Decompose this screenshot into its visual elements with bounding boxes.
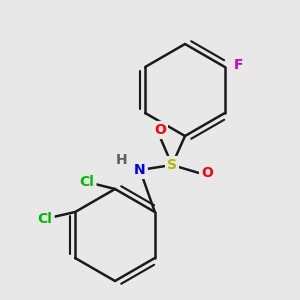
- Text: S: S: [167, 158, 177, 172]
- Text: H: H: [116, 153, 128, 167]
- Text: F: F: [234, 58, 244, 72]
- Text: Cl: Cl: [38, 212, 52, 226]
- Text: O: O: [201, 166, 213, 180]
- Text: N: N: [134, 163, 146, 177]
- Text: Cl: Cl: [80, 175, 94, 189]
- Text: O: O: [154, 123, 166, 137]
